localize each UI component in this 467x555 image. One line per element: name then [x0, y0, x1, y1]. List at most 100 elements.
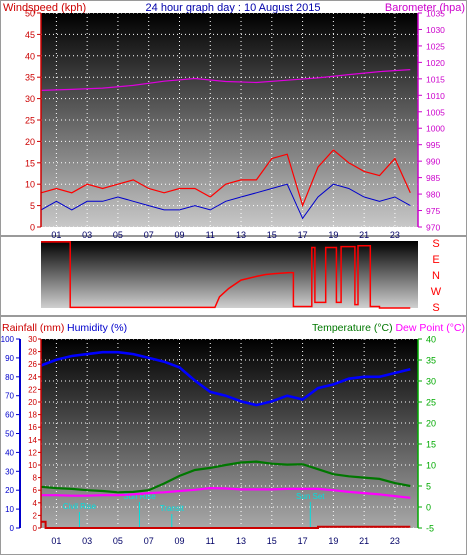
barometer-tick-label: 975 [426, 206, 440, 216]
barometer-axis-label: Barometer (hpa) [385, 2, 465, 14]
rain-hour-tick-label: 15 [267, 536, 277, 546]
rainfall-tick-label: 0 [33, 524, 38, 533]
windspeed-tick-label: 35 [25, 73, 35, 83]
rain-hour-tick-label: 23 [390, 536, 400, 546]
wind-hour-tick-label: 17 [298, 230, 308, 240]
temperature-tick-label: 20 [426, 419, 436, 429]
rain-plot-area [41, 339, 418, 528]
barometer-tick-label: 1010 [426, 91, 445, 101]
wind-grid [41, 12, 418, 228]
rainfall-tick-label: 8 [33, 474, 38, 483]
barometer-tick-label: 1025 [426, 41, 445, 51]
rainfall-tick-label: 24 [28, 373, 37, 382]
wind-hour-tick-label: 13 [236, 230, 246, 240]
compass-label: S [432, 302, 439, 314]
windspeed-tick-label: 10 [25, 180, 35, 190]
barometer-tick-labels: 970 975 980 985 990 995 1000 1005 1010 1015 1020 10… [418, 9, 445, 233]
temperature-tick-label: 35 [426, 356, 436, 366]
humidity-tick-label: 100 [1, 335, 15, 344]
humidity-tick-label: 10 [5, 505, 14, 514]
temperature-tick-labels: -5 0 5 10 15 20 25 30 35 40 [418, 335, 436, 534]
rainfall-tick-label: 18 [28, 411, 37, 420]
rain-hour-tick-label: 21 [359, 536, 369, 546]
windspeed-tick-label: 45 [25, 30, 35, 40]
temperature-tick-label: 10 [426, 461, 436, 471]
rainfall-tick-label: 12 [28, 448, 37, 457]
dewpoint-axis-label: Dew Point (°C) [395, 322, 465, 334]
dew-point-line [41, 486, 411, 499]
rain-hour-tick-label: 19 [328, 536, 338, 546]
rain-hour-tick-label: 03 [82, 536, 92, 546]
sun-annotation-label: Civil Rise [63, 502, 97, 511]
barometer-line [40, 69, 411, 91]
sun-annotation-label: Sun Rise [123, 492, 156, 501]
compass-label: E [432, 254, 439, 266]
windspeed-tick-labels: 0 5 10 15 20 25 30 35 40 45 50 [25, 9, 41, 233]
windspeed-tick-label: 50 [25, 9, 35, 19]
windspeed-tick-label: 20 [25, 137, 35, 147]
rainfall-tick-label: 14 [28, 436, 37, 445]
rain-hour-tick-label: 07 [144, 536, 154, 546]
compass-label: S [432, 238, 439, 250]
rain-hour-tick-label: 13 [236, 536, 246, 546]
rainfall-tick-label: 6 [33, 486, 38, 495]
rainfall-tick-label: 30 [28, 335, 37, 344]
barometer-tick-label: 990 [426, 157, 440, 167]
wind-hour-tick-label: 23 [390, 230, 400, 240]
temperature-tick-label: 30 [426, 377, 436, 387]
temperature-tick-label: 15 [426, 440, 436, 450]
compass-label: N [432, 270, 440, 282]
barometer-tick-label: 985 [426, 173, 440, 183]
barometer-tick-label: 970 [426, 223, 440, 233]
rain-hour-tick-label: 01 [51, 536, 61, 546]
rain-hour-tick-label: 05 [113, 536, 123, 546]
temperature-tick-label: 0 [426, 503, 431, 513]
barometer-tick-label: 995 [426, 140, 440, 150]
wind-hour-tick-label: 05 [113, 230, 123, 240]
compass-label: W [431, 286, 442, 298]
rain-hour-tick-label: 11 [206, 536, 215, 546]
sun-annotation-label: Transit [160, 504, 185, 513]
humidity-line [40, 350, 411, 407]
wind-gust-line [40, 149, 411, 208]
sun-annotations: Civil Rise Sun Rise Transit Sun Set [63, 492, 325, 528]
rainfall-tick-label: 22 [28, 385, 37, 394]
rainfall-tick-label: 10 [28, 461, 37, 470]
rain-hour-tick-label: 09 [174, 536, 184, 546]
direction-plot-area [41, 241, 418, 308]
rainfall-axis-label: Rainfall (mm) [2, 322, 64, 334]
windspeed-tick-label: 30 [25, 94, 35, 104]
temperature-tick-label: -5 [426, 524, 434, 534]
barometer-tick-label: 980 [426, 190, 440, 200]
humidity-tick-label: 50 [5, 430, 14, 439]
barometer-tick-label: 1035 [426, 9, 445, 19]
temperature-tick-label: 25 [426, 398, 436, 408]
rainfall-tick-label: 28 [28, 348, 37, 357]
humidity-tick-label: 40 [5, 448, 14, 457]
wind-hour-tick-label: 21 [359, 230, 369, 240]
temperature-line [40, 460, 411, 494]
barometer-tick-label: 1000 [426, 124, 445, 134]
wind-average-line [40, 183, 411, 220]
wind-hour-tick-label: 11 [206, 230, 215, 240]
rainfall-line [41, 520, 411, 529]
chart-title: 24 hour graph day : 10 August 2015 [146, 2, 321, 14]
humidity-tick-label: 70 [5, 392, 14, 401]
windspeed-tick-label: 0 [30, 223, 35, 233]
windspeed-tick-label: 25 [25, 116, 35, 126]
windspeed-tick-label: 15 [25, 158, 35, 168]
humidity-tick-label: 20 [5, 486, 14, 495]
wind-hour-tick-label: 09 [174, 230, 184, 240]
barometer-tick-label: 1005 [426, 107, 445, 117]
barometer-tick-label: 1030 [426, 25, 445, 35]
barometer-tick-label: 1020 [426, 58, 445, 68]
humidity-tick-label: 90 [5, 354, 14, 363]
windspeed-tick-label: 5 [30, 201, 35, 211]
temperature-tick-label: 5 [426, 482, 431, 492]
humidity-tick-labels: 0 10 20 30 40 50 60 70 80 90 100 [1, 335, 20, 533]
humidity-axis-label: Humidity (%) [67, 322, 127, 334]
rainfall-tick-label: 26 [28, 360, 37, 369]
